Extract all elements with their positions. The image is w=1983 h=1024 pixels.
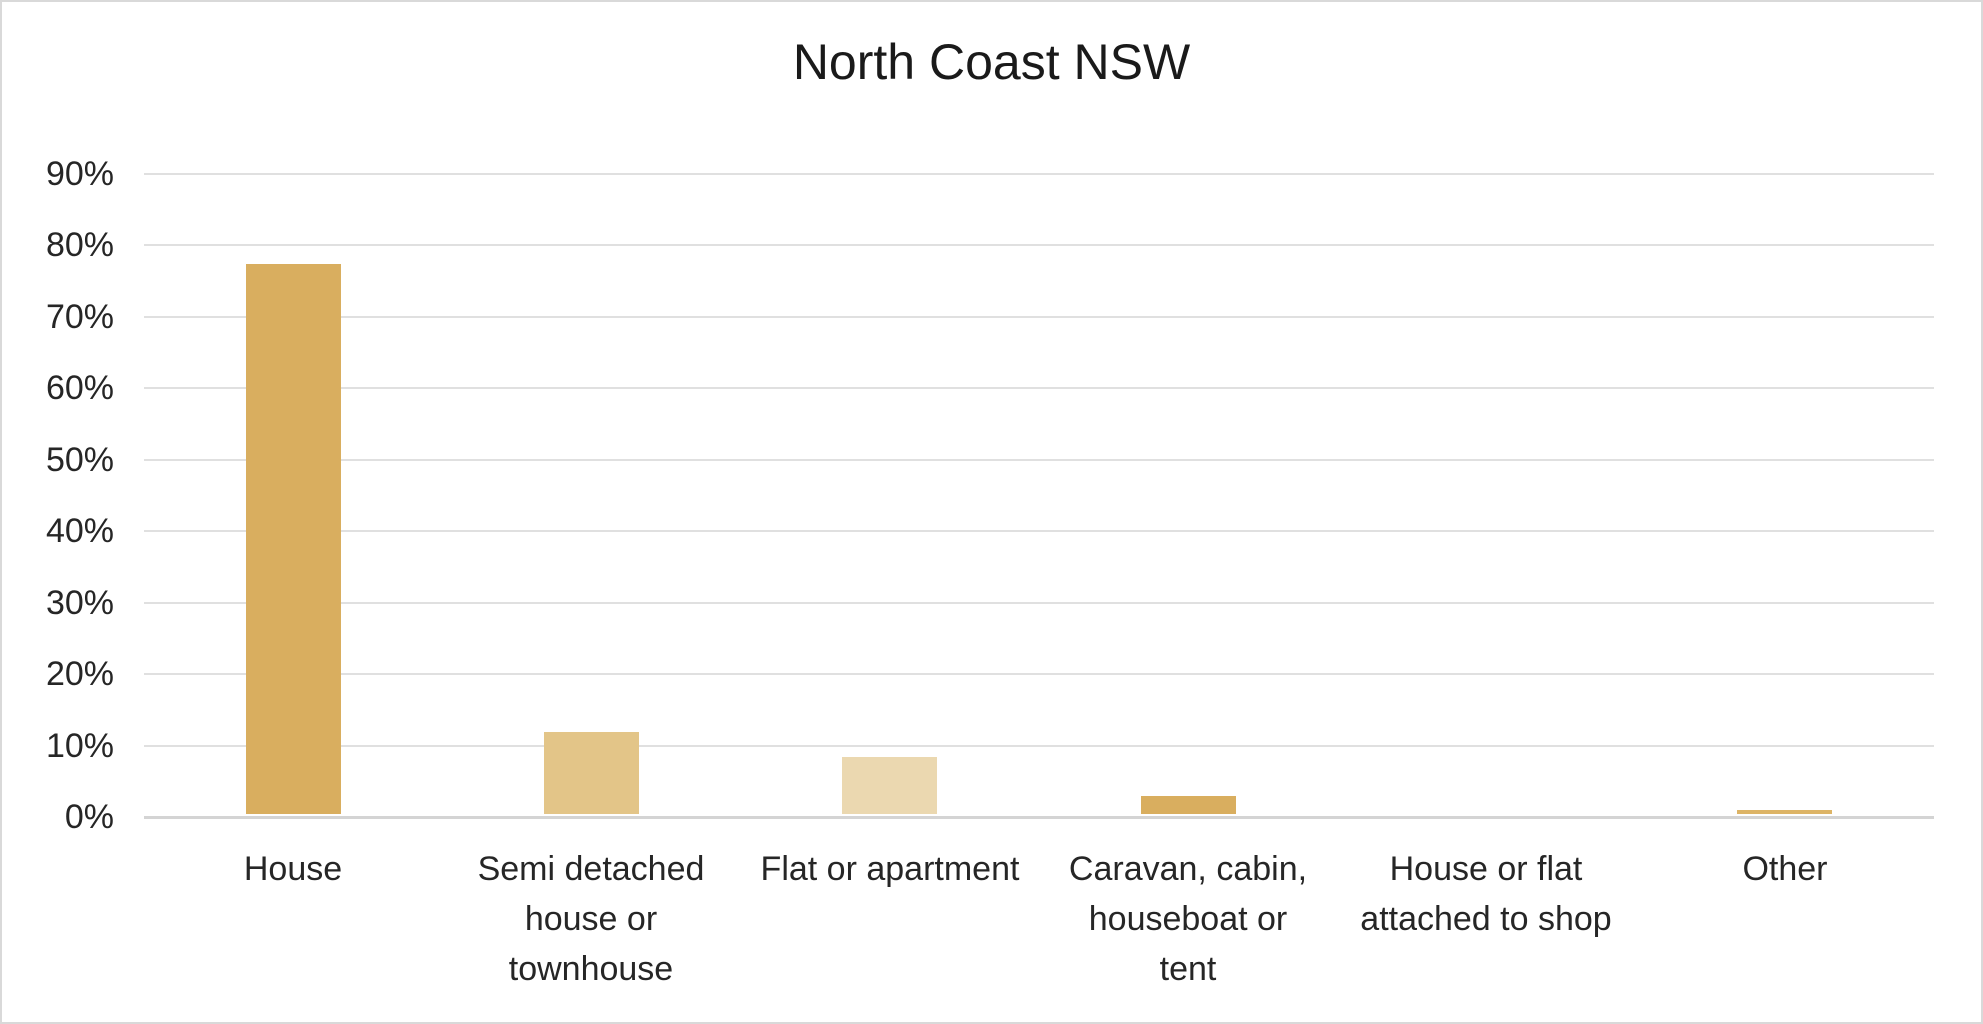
category-label-line: house or — [524, 900, 658, 938]
category-label-line: Flat or apartment — [760, 850, 1020, 888]
x-axis-line — [144, 816, 1934, 819]
gridline-60 — [144, 387, 1934, 390]
gridline-80 — [144, 244, 1934, 247]
category-label-line: attached to shop — [1360, 900, 1612, 938]
category-label-line: houseboat or — [1088, 900, 1288, 938]
category-label-house: House — [144, 844, 442, 894]
category-label-line: House or flat — [1389, 850, 1583, 888]
y-tick-label-40: 40% — [45, 512, 114, 551]
category-label-line: House — [243, 850, 343, 888]
y-tick-label-20: 20% — [45, 655, 114, 694]
y-tick-label-90: 90% — [45, 155, 114, 193]
category-label-line: tent — [1159, 950, 1217, 988]
y-tick-label-0: 0% — [64, 798, 114, 836]
bar-house — [246, 264, 341, 814]
gridline-70 — [144, 315, 1934, 318]
gridline-20 — [144, 673, 1934, 676]
category-label-semi-detached-house-or-townhouse: Semi detached house or townhouse — [442, 844, 740, 994]
bar-caravan-cabin-houseboat-or-tent — [1141, 796, 1236, 814]
category-label-caravan-cabin-houseboat-or-tent: Caravan, cabin, houseboat or tent — [1039, 844, 1337, 994]
y-tick-label-30: 30% — [45, 583, 114, 622]
y-tick-label-70: 70% — [45, 297, 114, 336]
x-axis: House Semi detached house or townhouse Flat … — [144, 844, 1934, 1014]
y-tick-label-50: 50% — [45, 440, 114, 479]
category-label-other: Other — [1636, 844, 1934, 894]
y-tick-label-80: 80% — [45, 226, 114, 265]
y-tick-label-10: 10% — [45, 726, 114, 765]
gridline-50 — [144, 458, 1934, 461]
y-tick-label-60: 60% — [45, 369, 114, 408]
bar-flat-or-apartment — [842, 757, 937, 814]
category-label-line: Other — [1742, 850, 1828, 888]
chart-title: North Coast NSW — [792, 34, 1191, 90]
plot-area — [144, 173, 1934, 819]
bar-other — [1737, 810, 1832, 814]
category-label-line: Caravan, cabin, — [1068, 850, 1308, 888]
category-label-house-or-flat-attached-to-shop: House or flat attached to shop — [1337, 844, 1635, 944]
gridline-40 — [144, 530, 1934, 533]
category-label-line: townhouse — [508, 950, 674, 988]
y-axis: 0% 10% 20% 30% 40% 50% 60% 70% 80% 90% — [2, 155, 114, 836]
gridline-30 — [144, 601, 1934, 604]
category-label-line: Semi detached — [477, 850, 705, 888]
gridline-90 — [144, 173, 1934, 175]
bar-semi-detached-house-or-townhouse — [544, 732, 639, 814]
category-label-flat-or-apartment: Flat or apartment — [741, 844, 1039, 894]
gridline-10 — [144, 744, 1934, 747]
